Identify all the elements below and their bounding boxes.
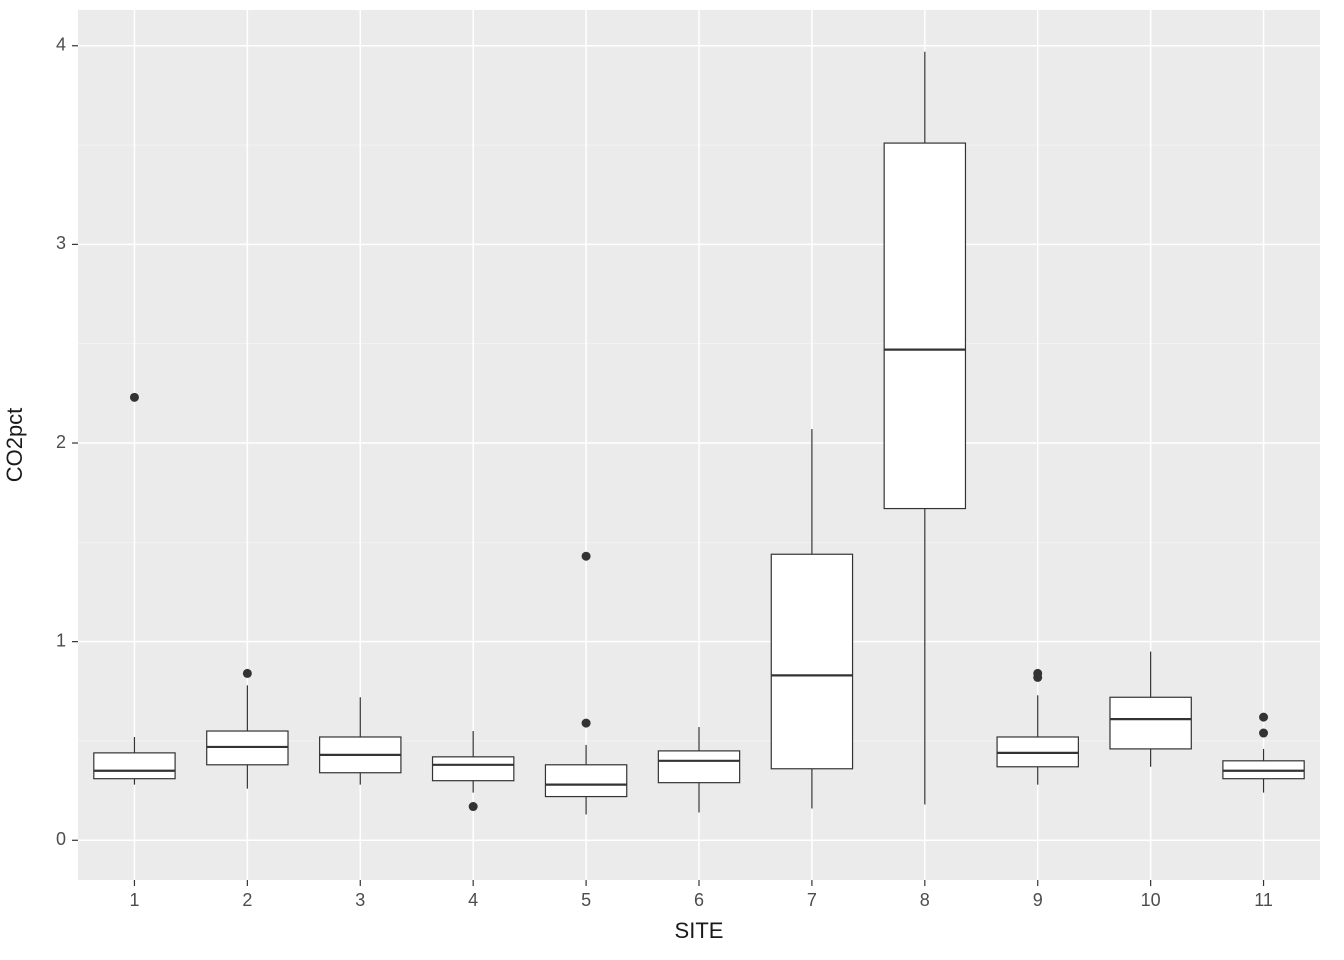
outlier-point [582,552,591,561]
x-axis-title: SITE [675,918,724,943]
box [433,757,514,781]
x-tick-label: 1 [129,890,139,910]
box [1110,697,1191,749]
box [94,753,175,779]
outlier-point [1259,729,1268,738]
y-tick-label: 3 [56,233,66,253]
outlier-point [1033,673,1042,682]
x-tick-label: 10 [1141,890,1161,910]
outlier-point [582,719,591,728]
x-tick-label: 8 [920,890,930,910]
x-tick-label: 6 [694,890,704,910]
y-tick-label: 4 [56,35,66,55]
x-tick-label: 11 [1254,890,1273,910]
x-tick-label: 9 [1033,890,1043,910]
box [545,765,626,797]
x-tick-label: 7 [807,890,817,910]
x-tick-label: 3 [355,890,365,910]
x-tick-label: 5 [581,890,591,910]
box [771,554,852,769]
outlier-point [1259,713,1268,722]
outlier-point [130,393,139,402]
box [658,751,739,783]
y-tick-label: 0 [56,829,66,849]
outlier-point [469,802,478,811]
outlier-point [243,669,252,678]
y-axis-title: CO2pct [2,408,27,483]
x-tick-label: 4 [468,890,478,910]
box [884,143,965,508]
y-tick-label: 1 [56,630,66,650]
x-tick-label: 2 [242,890,252,910]
y-tick-label: 2 [56,432,66,452]
boxplot-chart: 0 1 2 3 4 1 2 3 4 5 6 7 8 9 10 11 CO2pct SITE [0,0,1344,960]
